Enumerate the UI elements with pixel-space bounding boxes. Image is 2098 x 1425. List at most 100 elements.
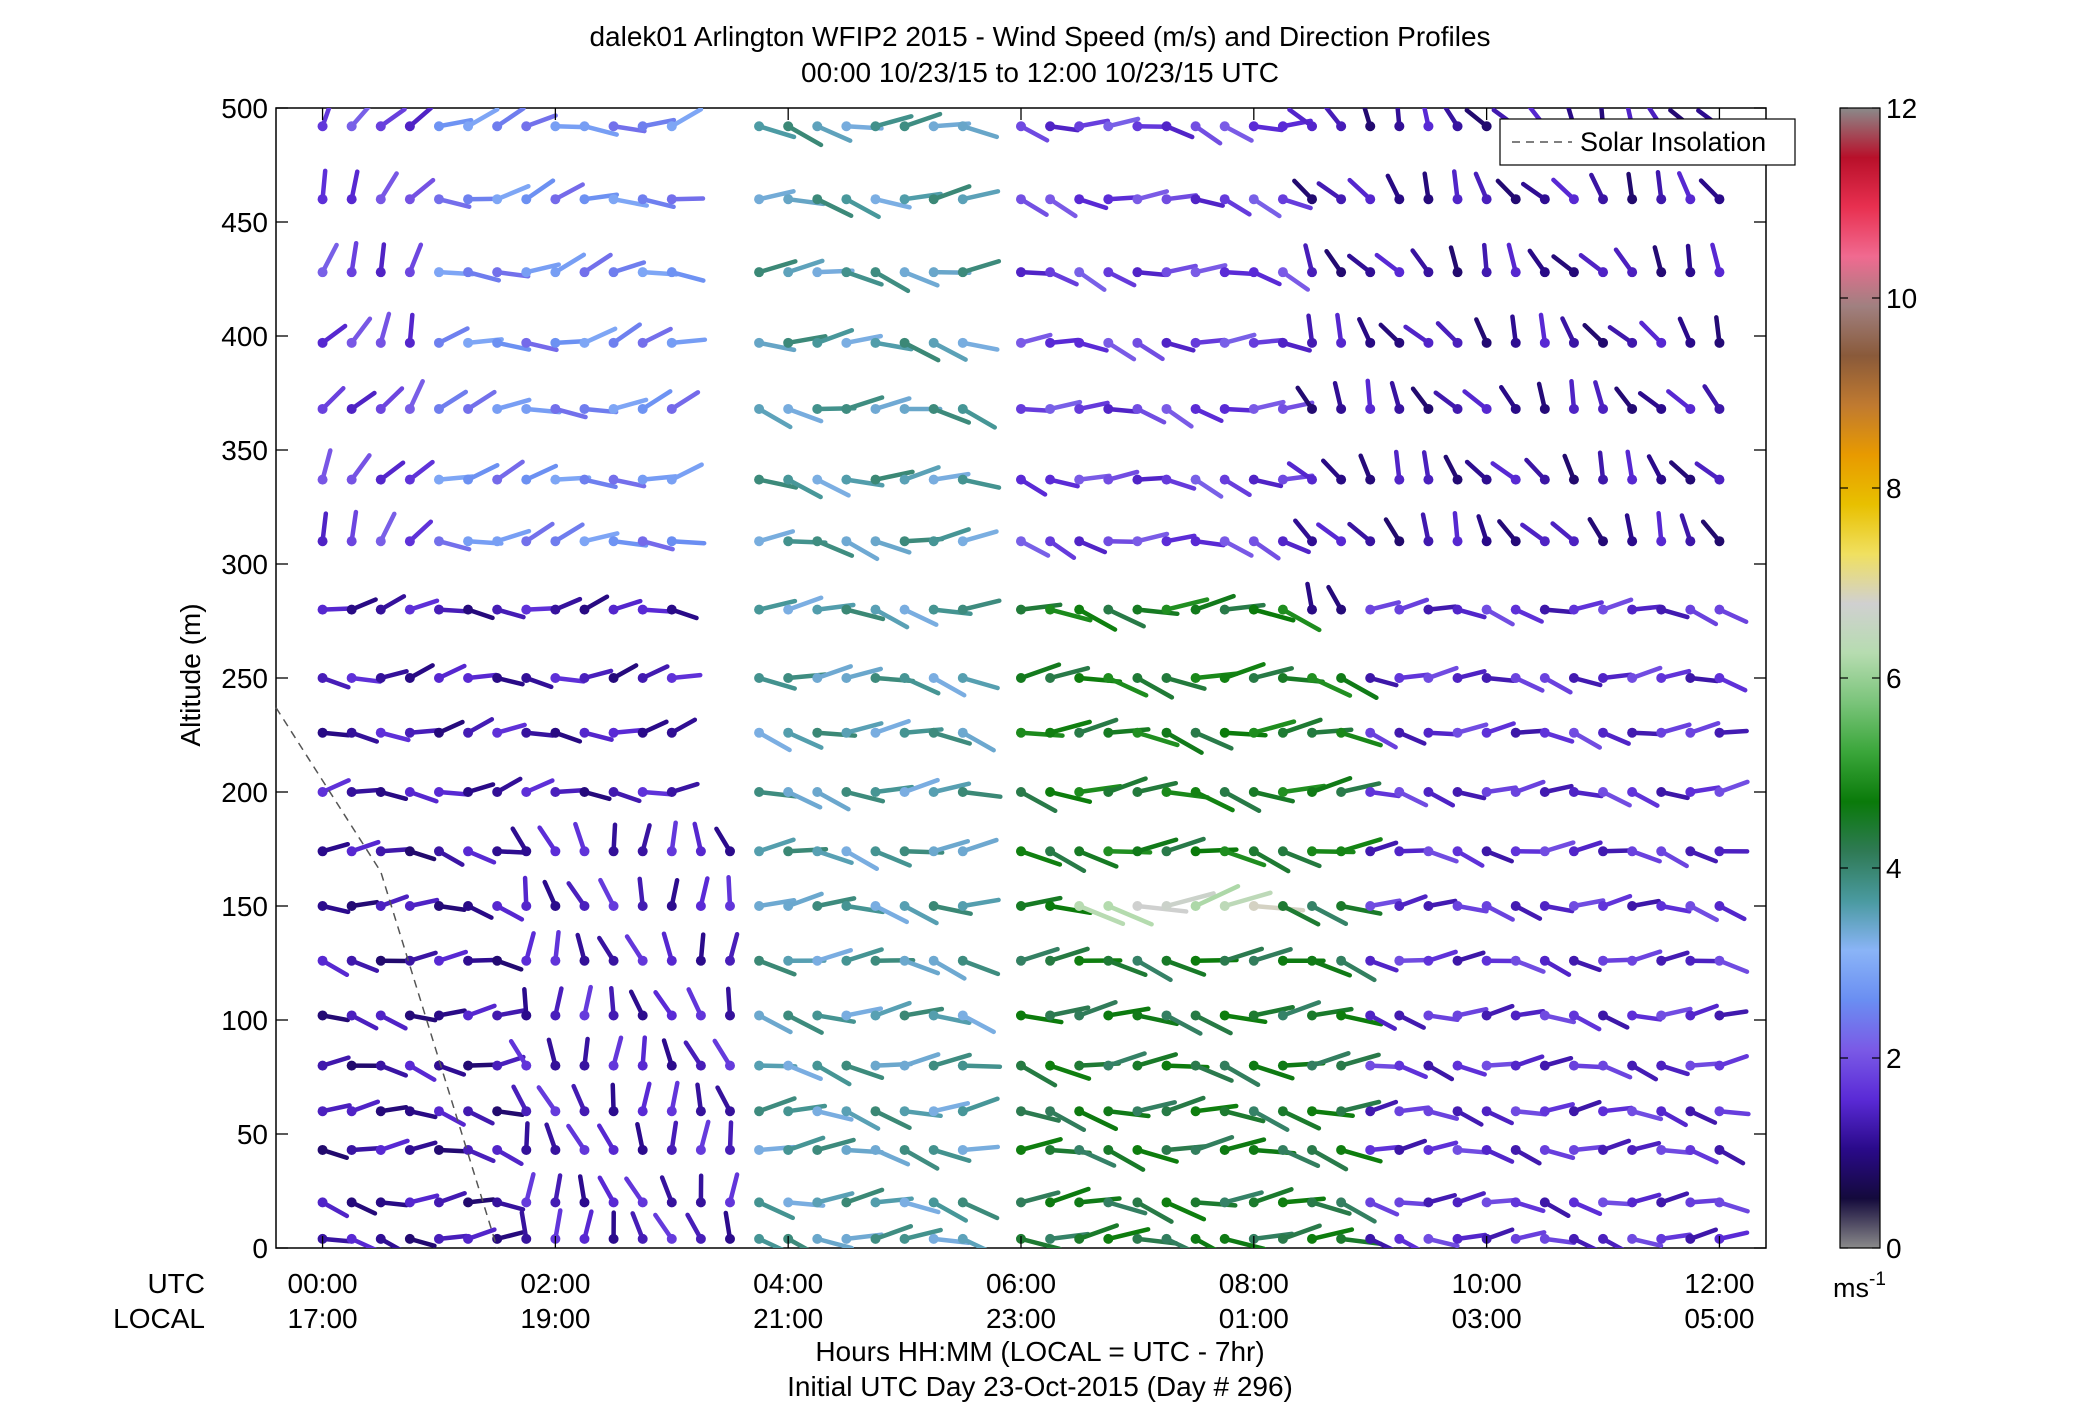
wind-barb-station-dot: [812, 121, 823, 132]
wind-barb-station-dot: [957, 604, 968, 615]
wind-barb-station-dot: [1452, 901, 1463, 911]
x-tick-label-local: 03:00: [1452, 1303, 1522, 1334]
wind-barb-shaft: [1193, 1063, 1234, 1083]
wind-barb-station-dot: [346, 536, 357, 547]
wind-barb-station-dot: [1539, 536, 1550, 547]
wind-barb-shaft: [960, 730, 996, 753]
wind-barb-station-dot: [1510, 337, 1521, 348]
wind-barb-station-dot: [1074, 1010, 1085, 1021]
y-tick-label: 100: [221, 1005, 268, 1036]
wind-barb-shaft: [931, 527, 971, 544]
wind-barb-station-dot: [1074, 1060, 1085, 1071]
wind-barb-station-dot: [608, 403, 619, 414]
wind-barb-station-dot: [1481, 955, 1492, 966]
wind-barb-shaft: [844, 789, 886, 804]
wind-barb-shaft: [756, 477, 799, 490]
wind-barb-station-dot: [783, 604, 794, 615]
wind-barb-station-dot: [1190, 955, 1201, 966]
wind-barb-station-dot: [1539, 727, 1550, 738]
wind-barb-station-dot: [1161, 536, 1172, 547]
wind-barb-station-dot: [1277, 267, 1288, 278]
wind-barb-station-dot: [1452, 1197, 1463, 1208]
wind-barb-station-dot: [550, 403, 561, 414]
wind-barb-shaft: [1047, 607, 1093, 623]
wind-barb-station-dot: [1423, 403, 1434, 414]
wind-barb-station-dot: [1452, 194, 1463, 205]
wind-barb-station-dot: [1161, 121, 1172, 132]
wind-barb-station-dot: [1307, 673, 1318, 683]
wind-barb-station-dot: [1481, 727, 1492, 738]
wind-barb-shaft: [407, 379, 425, 412]
wind-barb-shaft: [1309, 675, 1353, 698]
wind-barb-station-dot: [899, 267, 910, 278]
wind-barb-station-dot: [754, 403, 765, 414]
wind-barb-station-dot: [928, 1197, 939, 1208]
wind-barb-station-dot: [346, 1144, 357, 1155]
wind-barb-station-dot: [1394, 1010, 1405, 1021]
wind-barb-shaft: [1222, 1236, 1267, 1248]
wind-barb-station-dot: [1336, 267, 1347, 278]
wind-barb-station-dot: [1161, 1010, 1172, 1021]
wind-barb-station-dot: [1423, 1010, 1434, 1021]
wind-barb-station-dot: [579, 536, 590, 547]
wind-barb-shaft: [669, 337, 708, 346]
wind-barb-station-dot: [1277, 846, 1288, 857]
wind-barb-station-dot: [1336, 727, 1347, 738]
wind-barb-station-dot: [1161, 727, 1172, 738]
wind-barb-shaft: [1018, 1236, 1062, 1248]
wind-barb-station-dot: [928, 1010, 939, 1021]
y-tick-label: 50: [237, 1119, 268, 1150]
x-tick-label-local: 05:00: [1684, 1303, 1754, 1334]
wind-barb-station-dot: [1219, 787, 1230, 797]
wind-barb-station-dot: [1714, 787, 1725, 797]
wind-barb-station-dot: [1103, 901, 1114, 911]
wind-barb-station-dot: [1248, 955, 1259, 966]
wind-barb-shaft: [1018, 1190, 1061, 1205]
wind-barb-shaft: [756, 529, 796, 544]
wind-barb-station-dot: [1568, 536, 1579, 547]
wind-barb-station-dot: [1656, 194, 1667, 205]
wind-barb-station-dot: [812, 787, 823, 797]
y-tick-label: 0: [252, 1233, 268, 1264]
wind-barb-station-dot: [1510, 604, 1521, 615]
wind-barb-station-dot: [1365, 337, 1376, 348]
wind-barb-station-dot: [608, 536, 619, 547]
wind-barb-station-dot: [1219, 604, 1230, 615]
wind-barb-station-dot: [1423, 536, 1434, 547]
wind-barb-station-dot: [1510, 194, 1521, 205]
wind-barb-shaft: [1164, 1236, 1191, 1248]
x-axis: 00:00 17:00 02:00 19:00 04:00 21:00 06:00 23:00…: [288, 108, 1754, 1334]
wind-barb-station-dot: [957, 673, 968, 683]
wind-barb-station-dot: [841, 403, 852, 414]
wind-barb-shaft: [1193, 847, 1239, 854]
wind-barb-station-dot: [550, 1010, 561, 1021]
wind-barb-station-dot: [1452, 673, 1463, 683]
wind-barb-station-dot: [1510, 1197, 1521, 1208]
wind-barb-station-dot: [812, 1197, 823, 1208]
wind-barb-station-dot: [1598, 787, 1609, 797]
wind-barb-station-dot: [1627, 1197, 1638, 1208]
wind-barb-shaft: [960, 837, 999, 854]
wind-barb-station-dot: [1598, 536, 1609, 547]
x-tick-label-local: 01:00: [1219, 1303, 1289, 1334]
wind-barb-station-dot: [1190, 194, 1201, 205]
wind-barb-shaft: [1047, 399, 1083, 412]
wind-barb-shaft: [1106, 1051, 1147, 1068]
wind-barb-station-dot: [579, 1144, 590, 1155]
wind-barb-station-dot: [579, 194, 590, 205]
wind-barb-station-dot: [637, 267, 648, 278]
wind-barb-station-dot: [1190, 337, 1201, 348]
wind-barb-shaft: [873, 849, 912, 868]
wind-barb-station-dot: [1452, 846, 1463, 857]
colorbar-tick-label: 6: [1886, 663, 1902, 694]
wind-barb-station-dot: [1161, 604, 1172, 615]
wind-barb-station-dot: [1307, 194, 1318, 205]
wind-barb-shaft: [1135, 1200, 1174, 1224]
wind-barb-station-dot: [1132, 1106, 1143, 1117]
wind-barb-station-dot: [521, 604, 532, 615]
wind-barb-station-dot: [899, 1060, 910, 1071]
wind-barb-station-dot: [1248, 1144, 1259, 1155]
wind-barb-shaft: [1018, 730, 1065, 738]
wind-barb-station-dot: [1307, 1010, 1318, 1021]
wind-barb-station-dot: [841, 604, 852, 615]
